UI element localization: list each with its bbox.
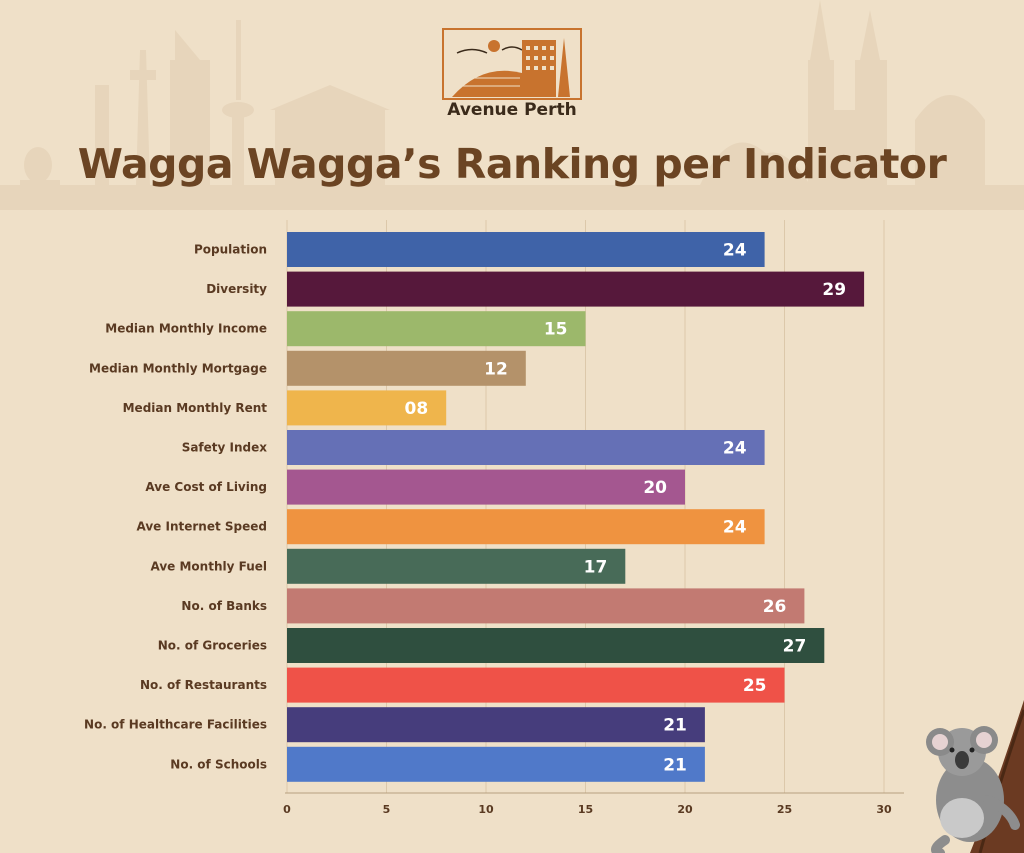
bar-value-label: 15: [544, 320, 568, 340]
bar: [287, 311, 586, 347]
x-tick-label: 20: [677, 803, 693, 816]
bar-value-label: 08: [405, 399, 429, 419]
category-label: Median Monthly Rent: [123, 401, 268, 415]
bar: [287, 746, 705, 782]
bar-value-label: 21: [663, 716, 687, 736]
bar-value-label: 21: [663, 755, 687, 775]
brand-name: Avenue Perth: [447, 100, 577, 120]
category-label: No. of Banks: [181, 599, 267, 613]
bar: [287, 469, 685, 505]
category-label: Median Monthly Mortgage: [89, 361, 267, 375]
bar: [287, 667, 785, 703]
avenue-perth-logo: [442, 28, 582, 100]
bar-value-label: 12: [484, 359, 508, 379]
bar: [287, 271, 865, 307]
bar-value-label: 29: [822, 280, 846, 300]
bar: [287, 232, 765, 267]
x-tick-label: 5: [383, 803, 391, 816]
category-label: Diversity: [206, 282, 267, 296]
bar: [287, 628, 825, 663]
category-label: No. of Restaurants: [140, 678, 267, 692]
category-label: Median Monthly Income: [105, 322, 267, 336]
category-label: Population: [194, 243, 267, 257]
chart-title: Wagga Wagga’s Ranking per Indicator: [77, 140, 947, 188]
x-tick-label: 10: [478, 803, 494, 816]
category-label: No. of Schools: [170, 757, 267, 771]
bar: [287, 390, 447, 426]
bar: [287, 707, 705, 743]
bar: [287, 548, 626, 584]
bar-value-label: 26: [763, 597, 787, 617]
bar-value-label: 25: [743, 676, 767, 696]
bar: [287, 509, 765, 545]
city-skyline-background: [0, 0, 1024, 210]
category-label: No. of Groceries: [158, 639, 267, 653]
bar: [287, 430, 765, 465]
koala-illustration: [926, 700, 1024, 853]
bar-value-label: 24: [723, 439, 747, 459]
bar-value-label: 20: [643, 478, 667, 498]
bar-value-label: 24: [723, 241, 747, 261]
category-label: Ave Internet Speed: [137, 520, 268, 534]
bar-value-label: 24: [723, 518, 747, 538]
x-tick-label: 15: [578, 803, 593, 816]
category-label: Ave Cost of Living: [145, 480, 267, 494]
bar: [287, 350, 526, 386]
x-tick-label: 25: [777, 803, 792, 816]
bar: [287, 588, 805, 624]
bar-value-label: 17: [584, 557, 608, 577]
category-label: Ave Monthly Fuel: [150, 559, 267, 573]
category-label: Safety Index: [182, 441, 268, 455]
x-tick-label: 30: [876, 803, 892, 816]
category-label: No. of Healthcare Facilities: [84, 718, 267, 732]
x-tick-label: 0: [283, 803, 291, 816]
bar-value-label: 27: [783, 637, 807, 657]
